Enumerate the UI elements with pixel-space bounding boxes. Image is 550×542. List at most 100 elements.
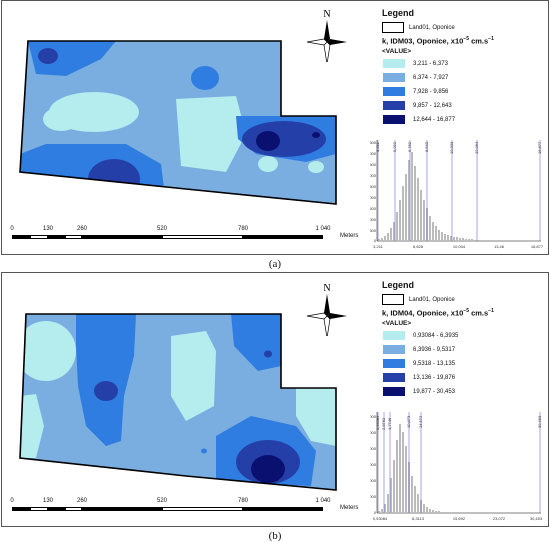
svg-text:0: 0 (374, 510, 377, 515)
svg-text:500: 500 (370, 228, 377, 233)
boundary-label: Land01, Oponice (409, 24, 455, 31)
legend-class: 6,374 - 7,927 (382, 71, 542, 85)
svg-text:16,877: 16,877 (537, 141, 542, 154)
zone-class-5 (256, 131, 280, 151)
svg-text:6000: 6000 (370, 414, 377, 419)
svg-text:2,8762: 2,8762 (381, 417, 386, 430)
panel-b: N 0 130 260 520 780 1 040 Meters Legend … (0, 272, 550, 542)
svg-text:2500: 2500 (370, 184, 377, 189)
svg-text:10,303: 10,303 (449, 141, 454, 154)
legend-class: 9,857 - 12,643 (382, 99, 542, 113)
svg-text:4000: 4000 (370, 151, 377, 156)
svg-text:4500: 4500 (370, 140, 377, 145)
zone-class-1 (171, 331, 216, 421)
svg-text:0,93084: 0,93084 (373, 516, 388, 521)
svg-text:8,543: 8,543 (424, 141, 429, 152)
svg-text:0: 0 (374, 238, 377, 243)
svg-text:1500: 1500 (370, 206, 377, 211)
legend: Legend Land01, Oponice k, IDM03, Oponice… (382, 8, 542, 127)
svg-text:4000: 4000 (370, 446, 377, 451)
svg-text:N: N (323, 9, 330, 20)
panel-caption: (b) (268, 530, 282, 542)
svg-text:30,453: 30,453 (537, 415, 542, 428)
svg-text:2000: 2000 (370, 478, 377, 483)
hist-break-lines (377, 412, 541, 513)
legend: Legend Land01, Oponice k, IDM04, Oponice… (382, 280, 542, 399)
svg-text:30,453: 30,453 (530, 516, 543, 521)
legend-boundary-item: Land01, Oponice (382, 294, 542, 305)
hist-x-ticks: 3,211 6,628 10,044 13,46 16,877 (373, 244, 544, 249)
svg-text:6,782: 6,782 (407, 141, 412, 152)
value-header: <VALUE> (382, 319, 412, 327)
panel-a: N 0 130 260 520 780 1 040 Meters Legend … (0, 0, 550, 270)
svg-text:10,044: 10,044 (453, 244, 466, 249)
svg-text:13,46: 13,46 (494, 244, 505, 249)
permeability-map (19, 40, 337, 205)
permeability-map (19, 313, 337, 491)
boundary-swatch (382, 294, 404, 305)
svg-text:3500: 3500 (370, 162, 377, 167)
layer-title: k, IDM04, Oponice, x10−5 cm.s−1 (382, 308, 494, 318)
svg-text:14,572: 14,572 (418, 415, 423, 428)
zone-class-1 (20, 321, 76, 381)
svg-text:3,211: 3,211 (373, 244, 383, 249)
zone-class-4 (94, 381, 118, 401)
legend-class: 7,928 - 9,856 (382, 85, 542, 99)
zone-class-1 (176, 96, 246, 172)
svg-text:0,93084: 0,93084 (375, 415, 380, 430)
layer-title: k, IDM03, Oponice, x10−5 cm.s−1 (382, 36, 494, 46)
boundary-label: Land01, Oponice (409, 296, 455, 303)
hist-break-lines (377, 140, 541, 241)
svg-text:1000: 1000 (370, 217, 377, 222)
svg-text:16,877: 16,877 (531, 244, 544, 249)
scale-bar: 0 130 260 520 780 1 040 Meters (10, 226, 359, 239)
legend-class: 0,93084 - 6,3935 (382, 329, 542, 343)
north-arrow: N (305, 8, 349, 67)
svg-text:6,628: 6,628 (413, 244, 424, 249)
svg-text:8,3113: 8,3113 (412, 516, 425, 521)
zone-class-1 (258, 156, 278, 172)
zone-class-1 (296, 388, 336, 446)
north-arrow: N (305, 282, 349, 341)
svg-text:1000: 1000 (370, 494, 377, 499)
legend-class: 19,877 - 30,453 (382, 385, 542, 399)
svg-text:12,064: 12,064 (474, 141, 479, 154)
legend-class: 6,3936 - 9,5317 (382, 343, 542, 357)
zone-class-4 (264, 350, 272, 358)
boundary-swatch (382, 22, 404, 33)
field-boundary (19, 40, 337, 205)
hist-x-ticks: 0,93084 8,3113 15,692 23,072 30,453 (373, 516, 543, 521)
zone-class-5 (251, 455, 285, 483)
legend-title: Legend (382, 280, 415, 290)
field-boundary (19, 313, 337, 491)
compass-icon: N (306, 9, 347, 65)
svg-text:3,211: 3,211 (375, 142, 380, 152)
zone-class-4 (242, 121, 326, 157)
zone-class-1 (43, 107, 79, 131)
svg-text:5,022: 5,022 (392, 141, 397, 152)
legend-class: 9,5318 - 13,135 (382, 357, 542, 371)
zone-class-1 (308, 161, 324, 173)
value-header: <VALUE> (382, 47, 412, 55)
zone-class-5 (312, 132, 320, 138)
hist-bars (378, 152, 479, 241)
legend-class: 3,211 - 6,373 (382, 57, 542, 71)
legend-class: 12,644 - 16,877 (382, 113, 542, 127)
zone-class-3 (191, 66, 219, 90)
hist-top-ticks: 3,211 5,022 6,782 8,543 10,303 12,064 16… (375, 141, 542, 154)
scale-bar: 0 130 260 520 780 1 040 Meters (10, 498, 359, 511)
legend-boundary-item: Land01, Oponice (382, 22, 542, 33)
svg-text:4,7746: 4,7746 (387, 417, 392, 430)
svg-text:15,692: 15,692 (453, 516, 466, 521)
zone-class-3 (201, 448, 207, 454)
svg-text:2000: 2000 (370, 195, 377, 200)
svg-text:N: N (323, 283, 330, 294)
hist-top-ticks: 0,93084 2,8762 4,7746 10,873 14,572 30,4… (375, 415, 542, 430)
